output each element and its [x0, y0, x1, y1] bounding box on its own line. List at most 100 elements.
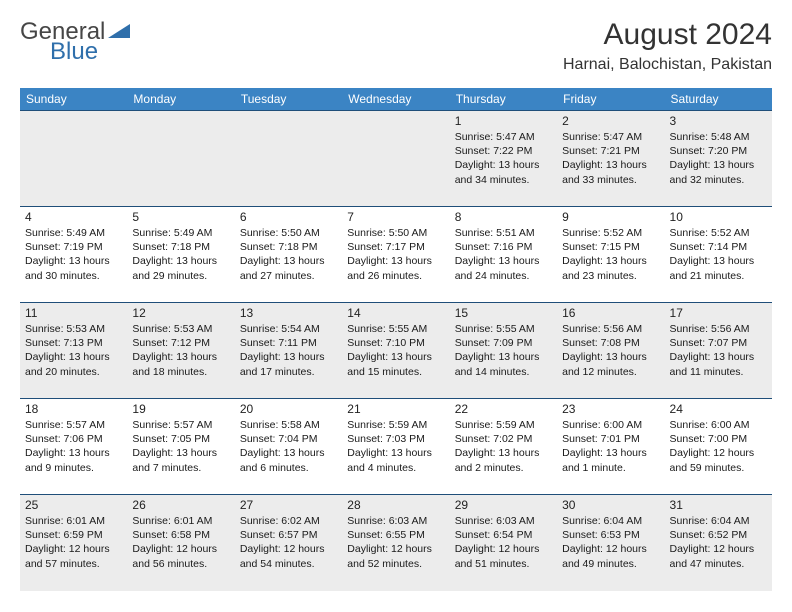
sunset-text: Sunset: 7:20 PM	[670, 144, 767, 158]
calendar-day-cell	[20, 111, 127, 207]
sunrise-text: Sunrise: 5:49 AM	[132, 226, 229, 240]
sunrise-text: Sunrise: 5:52 AM	[670, 226, 767, 240]
sunset-text: Sunset: 6:53 PM	[562, 528, 659, 542]
daylight-text: Daylight: 12 hours and 57 minutes.	[25, 542, 122, 570]
day-number: 7	[347, 207, 444, 226]
calendar-day-cell: 22Sunrise: 5:59 AMSunset: 7:02 PMDayligh…	[450, 399, 557, 495]
day-number: 15	[455, 303, 552, 322]
daylight-text: Daylight: 13 hours and 29 minutes.	[132, 254, 229, 282]
sunset-text: Sunset: 6:55 PM	[347, 528, 444, 542]
calendar-day-cell: 12Sunrise: 5:53 AMSunset: 7:12 PMDayligh…	[127, 303, 234, 399]
calendar-week-row: 18Sunrise: 5:57 AMSunset: 7:06 PMDayligh…	[20, 399, 772, 495]
daylight-text: Daylight: 13 hours and 18 minutes.	[132, 350, 229, 378]
sunrise-text: Sunrise: 5:59 AM	[455, 418, 552, 432]
sunset-text: Sunset: 7:22 PM	[455, 144, 552, 158]
calendar-day-cell: 27Sunrise: 6:02 AMSunset: 6:57 PMDayligh…	[235, 495, 342, 591]
calendar-day-cell: 1Sunrise: 5:47 AMSunset: 7:22 PMDaylight…	[450, 111, 557, 207]
sunrise-text: Sunrise: 5:47 AM	[562, 130, 659, 144]
calendar-day-cell: 16Sunrise: 5:56 AMSunset: 7:08 PMDayligh…	[557, 303, 664, 399]
sunrise-text: Sunrise: 5:53 AM	[25, 322, 122, 336]
calendar-day-cell: 15Sunrise: 5:55 AMSunset: 7:09 PMDayligh…	[450, 303, 557, 399]
sunset-text: Sunset: 7:19 PM	[25, 240, 122, 254]
sunrise-text: Sunrise: 6:03 AM	[347, 514, 444, 528]
day-number: 18	[25, 399, 122, 418]
sunrise-text: Sunrise: 5:53 AM	[132, 322, 229, 336]
sunset-text: Sunset: 7:01 PM	[562, 432, 659, 446]
calendar-week-row: 25Sunrise: 6:01 AMSunset: 6:59 PMDayligh…	[20, 495, 772, 591]
calendar-day-cell: 30Sunrise: 6:04 AMSunset: 6:53 PMDayligh…	[557, 495, 664, 591]
title-block: August 2024 Harnai, Balochistan, Pakista…	[563, 20, 772, 74]
sunrise-text: Sunrise: 5:57 AM	[132, 418, 229, 432]
daylight-text: Daylight: 12 hours and 54 minutes.	[240, 542, 337, 570]
daylight-text: Daylight: 13 hours and 15 minutes.	[347, 350, 444, 378]
sunrise-text: Sunrise: 5:51 AM	[455, 226, 552, 240]
calendar-day-cell: 17Sunrise: 5:56 AMSunset: 7:07 PMDayligh…	[665, 303, 772, 399]
calendar-day-cell: 7Sunrise: 5:50 AMSunset: 7:17 PMDaylight…	[342, 207, 449, 303]
calendar-day-cell: 31Sunrise: 6:04 AMSunset: 6:52 PMDayligh…	[665, 495, 772, 591]
daylight-text: Daylight: 13 hours and 4 minutes.	[347, 446, 444, 474]
daylight-text: Daylight: 12 hours and 56 minutes.	[132, 542, 229, 570]
calendar-day-cell: 5Sunrise: 5:49 AMSunset: 7:18 PMDaylight…	[127, 207, 234, 303]
sunrise-text: Sunrise: 6:03 AM	[455, 514, 552, 528]
sunset-text: Sunset: 7:17 PM	[347, 240, 444, 254]
sunrise-text: Sunrise: 5:58 AM	[240, 418, 337, 432]
day-number: 29	[455, 495, 552, 514]
weekday-header: Saturday	[665, 88, 772, 111]
calendar-day-cell: 18Sunrise: 5:57 AMSunset: 7:06 PMDayligh…	[20, 399, 127, 495]
sunset-text: Sunset: 7:13 PM	[25, 336, 122, 350]
day-number: 9	[562, 207, 659, 226]
sunrise-text: Sunrise: 5:54 AM	[240, 322, 337, 336]
sunset-text: Sunset: 7:06 PM	[25, 432, 122, 446]
daylight-text: Daylight: 13 hours and 26 minutes.	[347, 254, 444, 282]
calendar-day-cell	[342, 111, 449, 207]
day-number: 23	[562, 399, 659, 418]
day-number: 30	[562, 495, 659, 514]
daylight-text: Daylight: 13 hours and 23 minutes.	[562, 254, 659, 282]
sunset-text: Sunset: 6:58 PM	[132, 528, 229, 542]
calendar-day-cell: 6Sunrise: 5:50 AMSunset: 7:18 PMDaylight…	[235, 207, 342, 303]
weekday-header: Friday	[557, 88, 664, 111]
calendar-day-cell: 28Sunrise: 6:03 AMSunset: 6:55 PMDayligh…	[342, 495, 449, 591]
sunset-text: Sunset: 7:18 PM	[132, 240, 229, 254]
daylight-text: Daylight: 13 hours and 17 minutes.	[240, 350, 337, 378]
daylight-text: Daylight: 13 hours and 6 minutes.	[240, 446, 337, 474]
sunset-text: Sunset: 7:15 PM	[562, 240, 659, 254]
calendar-week-row: 11Sunrise: 5:53 AMSunset: 7:13 PMDayligh…	[20, 303, 772, 399]
day-number: 20	[240, 399, 337, 418]
daylight-text: Daylight: 13 hours and 21 minutes.	[670, 254, 767, 282]
calendar-week-row: 1Sunrise: 5:47 AMSunset: 7:22 PMDaylight…	[20, 111, 772, 207]
daylight-text: Daylight: 12 hours and 49 minutes.	[562, 542, 659, 570]
sunset-text: Sunset: 7:08 PM	[562, 336, 659, 350]
day-number: 26	[132, 495, 229, 514]
location-label: Harnai, Balochistan, Pakistan	[563, 56, 772, 74]
sunrise-text: Sunrise: 5:49 AM	[25, 226, 122, 240]
day-number: 1	[455, 111, 552, 130]
day-number: 4	[25, 207, 122, 226]
day-number: 21	[347, 399, 444, 418]
sunrise-text: Sunrise: 5:55 AM	[347, 322, 444, 336]
calendar-day-cell: 9Sunrise: 5:52 AMSunset: 7:15 PMDaylight…	[557, 207, 664, 303]
logo-word-2: Blue	[50, 38, 98, 65]
day-number: 25	[25, 495, 122, 514]
sunset-text: Sunset: 7:03 PM	[347, 432, 444, 446]
day-number: 31	[670, 495, 767, 514]
sunrise-text: Sunrise: 5:57 AM	[25, 418, 122, 432]
sunset-text: Sunset: 6:54 PM	[455, 528, 552, 542]
calendar-day-cell	[235, 111, 342, 207]
daylight-text: Daylight: 13 hours and 24 minutes.	[455, 254, 552, 282]
calendar-day-cell: 20Sunrise: 5:58 AMSunset: 7:04 PMDayligh…	[235, 399, 342, 495]
day-number: 28	[347, 495, 444, 514]
calendar-day-cell: 4Sunrise: 5:49 AMSunset: 7:19 PMDaylight…	[20, 207, 127, 303]
daylight-text: Daylight: 13 hours and 30 minutes.	[25, 254, 122, 282]
weekday-header: Thursday	[450, 88, 557, 111]
sunset-text: Sunset: 7:16 PM	[455, 240, 552, 254]
sunrise-text: Sunrise: 6:00 AM	[562, 418, 659, 432]
calendar-day-cell: 24Sunrise: 6:00 AMSunset: 7:00 PMDayligh…	[665, 399, 772, 495]
sunrise-text: Sunrise: 5:52 AM	[562, 226, 659, 240]
day-number: 11	[25, 303, 122, 322]
day-number: 5	[132, 207, 229, 226]
calendar-day-cell: 3Sunrise: 5:48 AMSunset: 7:20 PMDaylight…	[665, 111, 772, 207]
sunrise-text: Sunrise: 5:56 AM	[562, 322, 659, 336]
calendar-table: SundayMondayTuesdayWednesdayThursdayFrid…	[20, 88, 772, 591]
calendar-week-row: 4Sunrise: 5:49 AMSunset: 7:19 PMDaylight…	[20, 207, 772, 303]
